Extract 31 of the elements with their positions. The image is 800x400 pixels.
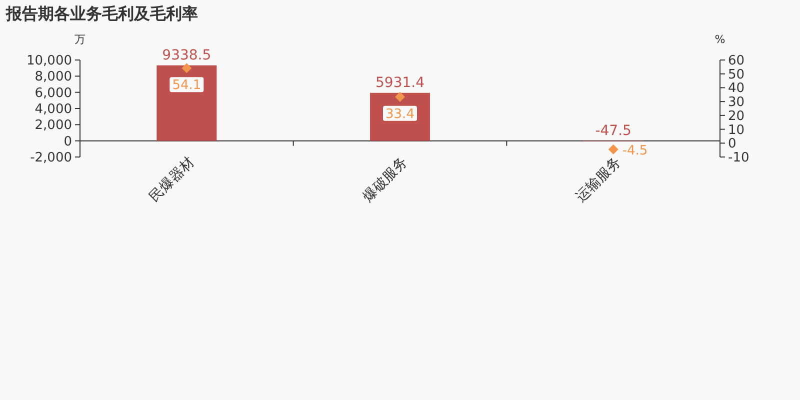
y2-tick-label: 20 — [728, 108, 745, 124]
y-tick-label: 8,000 — [34, 70, 72, 85]
point — [608, 144, 618, 154]
y-tick-label: 10,000 — [26, 54, 72, 68]
point — [182, 63, 192, 74]
x-tick-label: 运输服务 — [573, 154, 624, 206]
data-label: 5931.4 — [376, 74, 425, 91]
y2-tick-label: 10 — [728, 122, 745, 138]
y2-tick-label: 60 — [728, 54, 745, 68]
x-tick-label: 爆破服务 — [360, 154, 411, 206]
y-tick-label: 4,000 — [34, 102, 72, 117]
y-axis-title: 万 — [74, 33, 86, 46]
bar — [156, 65, 217, 141]
chart-title: 报告期各业务毛利及毛利率 — [5, 4, 198, 23]
y-tick-label: 6,000 — [34, 86, 72, 101]
y2-tick-label: 50 — [728, 67, 745, 82]
x-tick-label: 民爆器材 — [146, 154, 198, 206]
data-label: 54.1 — [172, 78, 202, 94]
data-label: -4.5 — [622, 143, 648, 158]
point — [395, 92, 405, 102]
y-tick-label: 2,000 — [34, 118, 72, 134]
y2-tick-label: 0 — [728, 136, 736, 152]
data-label: 9338.5 — [162, 47, 212, 64]
y2-tick-label: 30 — [728, 95, 745, 110]
y2-axis-title: % — [714, 33, 726, 46]
data-label: -47.5 — [595, 122, 632, 139]
y-tick-label: -2,000 — [30, 150, 72, 166]
data-label: 33.4 — [386, 106, 414, 122]
y-tick-label: 0 — [64, 134, 72, 150]
y2-tick-label: -10 — [728, 150, 750, 166]
y2-tick-label: 40 — [728, 81, 745, 96]
